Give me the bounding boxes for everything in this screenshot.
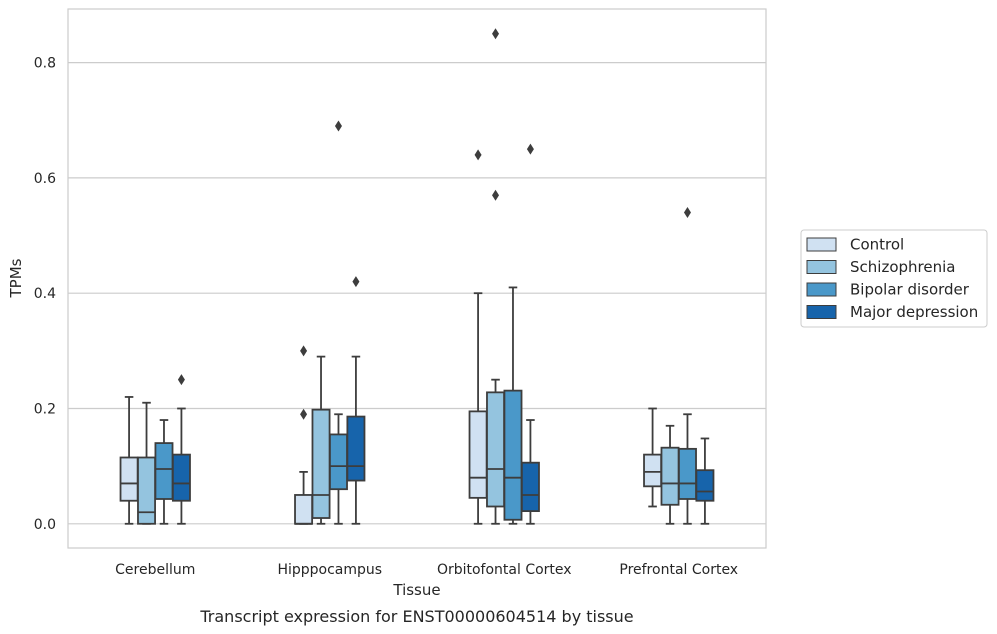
box-iqr: [346, 415, 366, 482]
legend-swatch: [806, 237, 837, 252]
box: [520, 143, 540, 525]
box: [486, 28, 505, 525]
legend-swatch: [806, 305, 837, 319]
box-iqr: [468, 410, 488, 499]
box-iqr: [119, 456, 139, 502]
y-tick-label: 0.2: [34, 401, 56, 417]
box-iqr: [171, 453, 191, 502]
box: [468, 149, 488, 525]
x-tick-label: Orbitofontal Cortex: [437, 562, 572, 578]
x-tick-label: Hipppocampus: [277, 562, 382, 578]
box: [678, 206, 697, 525]
y-tick-label: 0.0: [34, 517, 56, 533]
outlier-point: [474, 149, 482, 161]
legend-label: Control: [850, 236, 904, 254]
y-tick-label: 0.6: [34, 171, 56, 187]
box-series: [119, 28, 715, 525]
box-iqr: [137, 456, 156, 525]
x-tick-labels: Cerebellum Hipppocampus Orbitofontal Corte…: [115, 562, 738, 578]
series-major-depression: [171, 143, 715, 525]
legend: Control Schizophrenia Bipolar disorder Majo…: [800, 229, 988, 328]
series-control: [119, 149, 663, 525]
legend-swatch: [806, 282, 837, 297]
y-axis-label: TPMs: [7, 258, 25, 298]
box: [119, 396, 139, 525]
legend-label: Major depression: [850, 303, 978, 321]
outlier-point: [492, 28, 500, 40]
box-iqr: [695, 469, 715, 502]
legend-label: Schizophrenia: [850, 258, 955, 276]
legend-swatch: [806, 260, 837, 274]
y-tick-labels: 0.0 0.2 0.4 0.6 0.8: [34, 56, 56, 533]
outlier-point: [334, 120, 342, 132]
box: [503, 286, 523, 525]
series-bipolar-disorder: [154, 120, 697, 525]
box: [695, 437, 715, 525]
box: [346, 276, 366, 525]
legend-label: Bipolar disorder: [850, 281, 970, 299]
outlier-point: [300, 408, 308, 420]
box-iqr: [643, 453, 663, 488]
outlier-point: [526, 143, 534, 155]
box-iqr: [329, 433, 348, 491]
outlier-point: [352, 276, 360, 288]
box: [311, 355, 331, 525]
x-axis-label: Tissue: [392, 581, 440, 599]
outlier-point: [492, 189, 500, 201]
x-tick-label: Prefrontal Cortex: [619, 562, 738, 578]
outlier-point: [683, 206, 691, 218]
box-iqr: [294, 494, 314, 525]
legend-frame: [800, 229, 988, 328]
box-iqr: [486, 391, 505, 508]
box: [294, 345, 314, 525]
y-tick-label: 0.8: [34, 56, 56, 72]
box-iqr: [660, 446, 680, 506]
box-iqr: [503, 389, 523, 521]
x-tick-label: Cerebellum: [115, 562, 195, 578]
box-iqr: [678, 447, 697, 500]
box-iqr: [311, 408, 331, 519]
chart-caption: Transcript expression for ENST0000060451…: [199, 607, 633, 626]
box: [643, 407, 663, 508]
box-iqr: [154, 442, 174, 500]
box-iqr: [520, 461, 540, 513]
box: [171, 374, 191, 525]
outlier-point: [177, 374, 185, 386]
box: [329, 120, 348, 525]
outlier-point: [300, 345, 308, 357]
y-tick-label: 0.4: [34, 286, 56, 302]
